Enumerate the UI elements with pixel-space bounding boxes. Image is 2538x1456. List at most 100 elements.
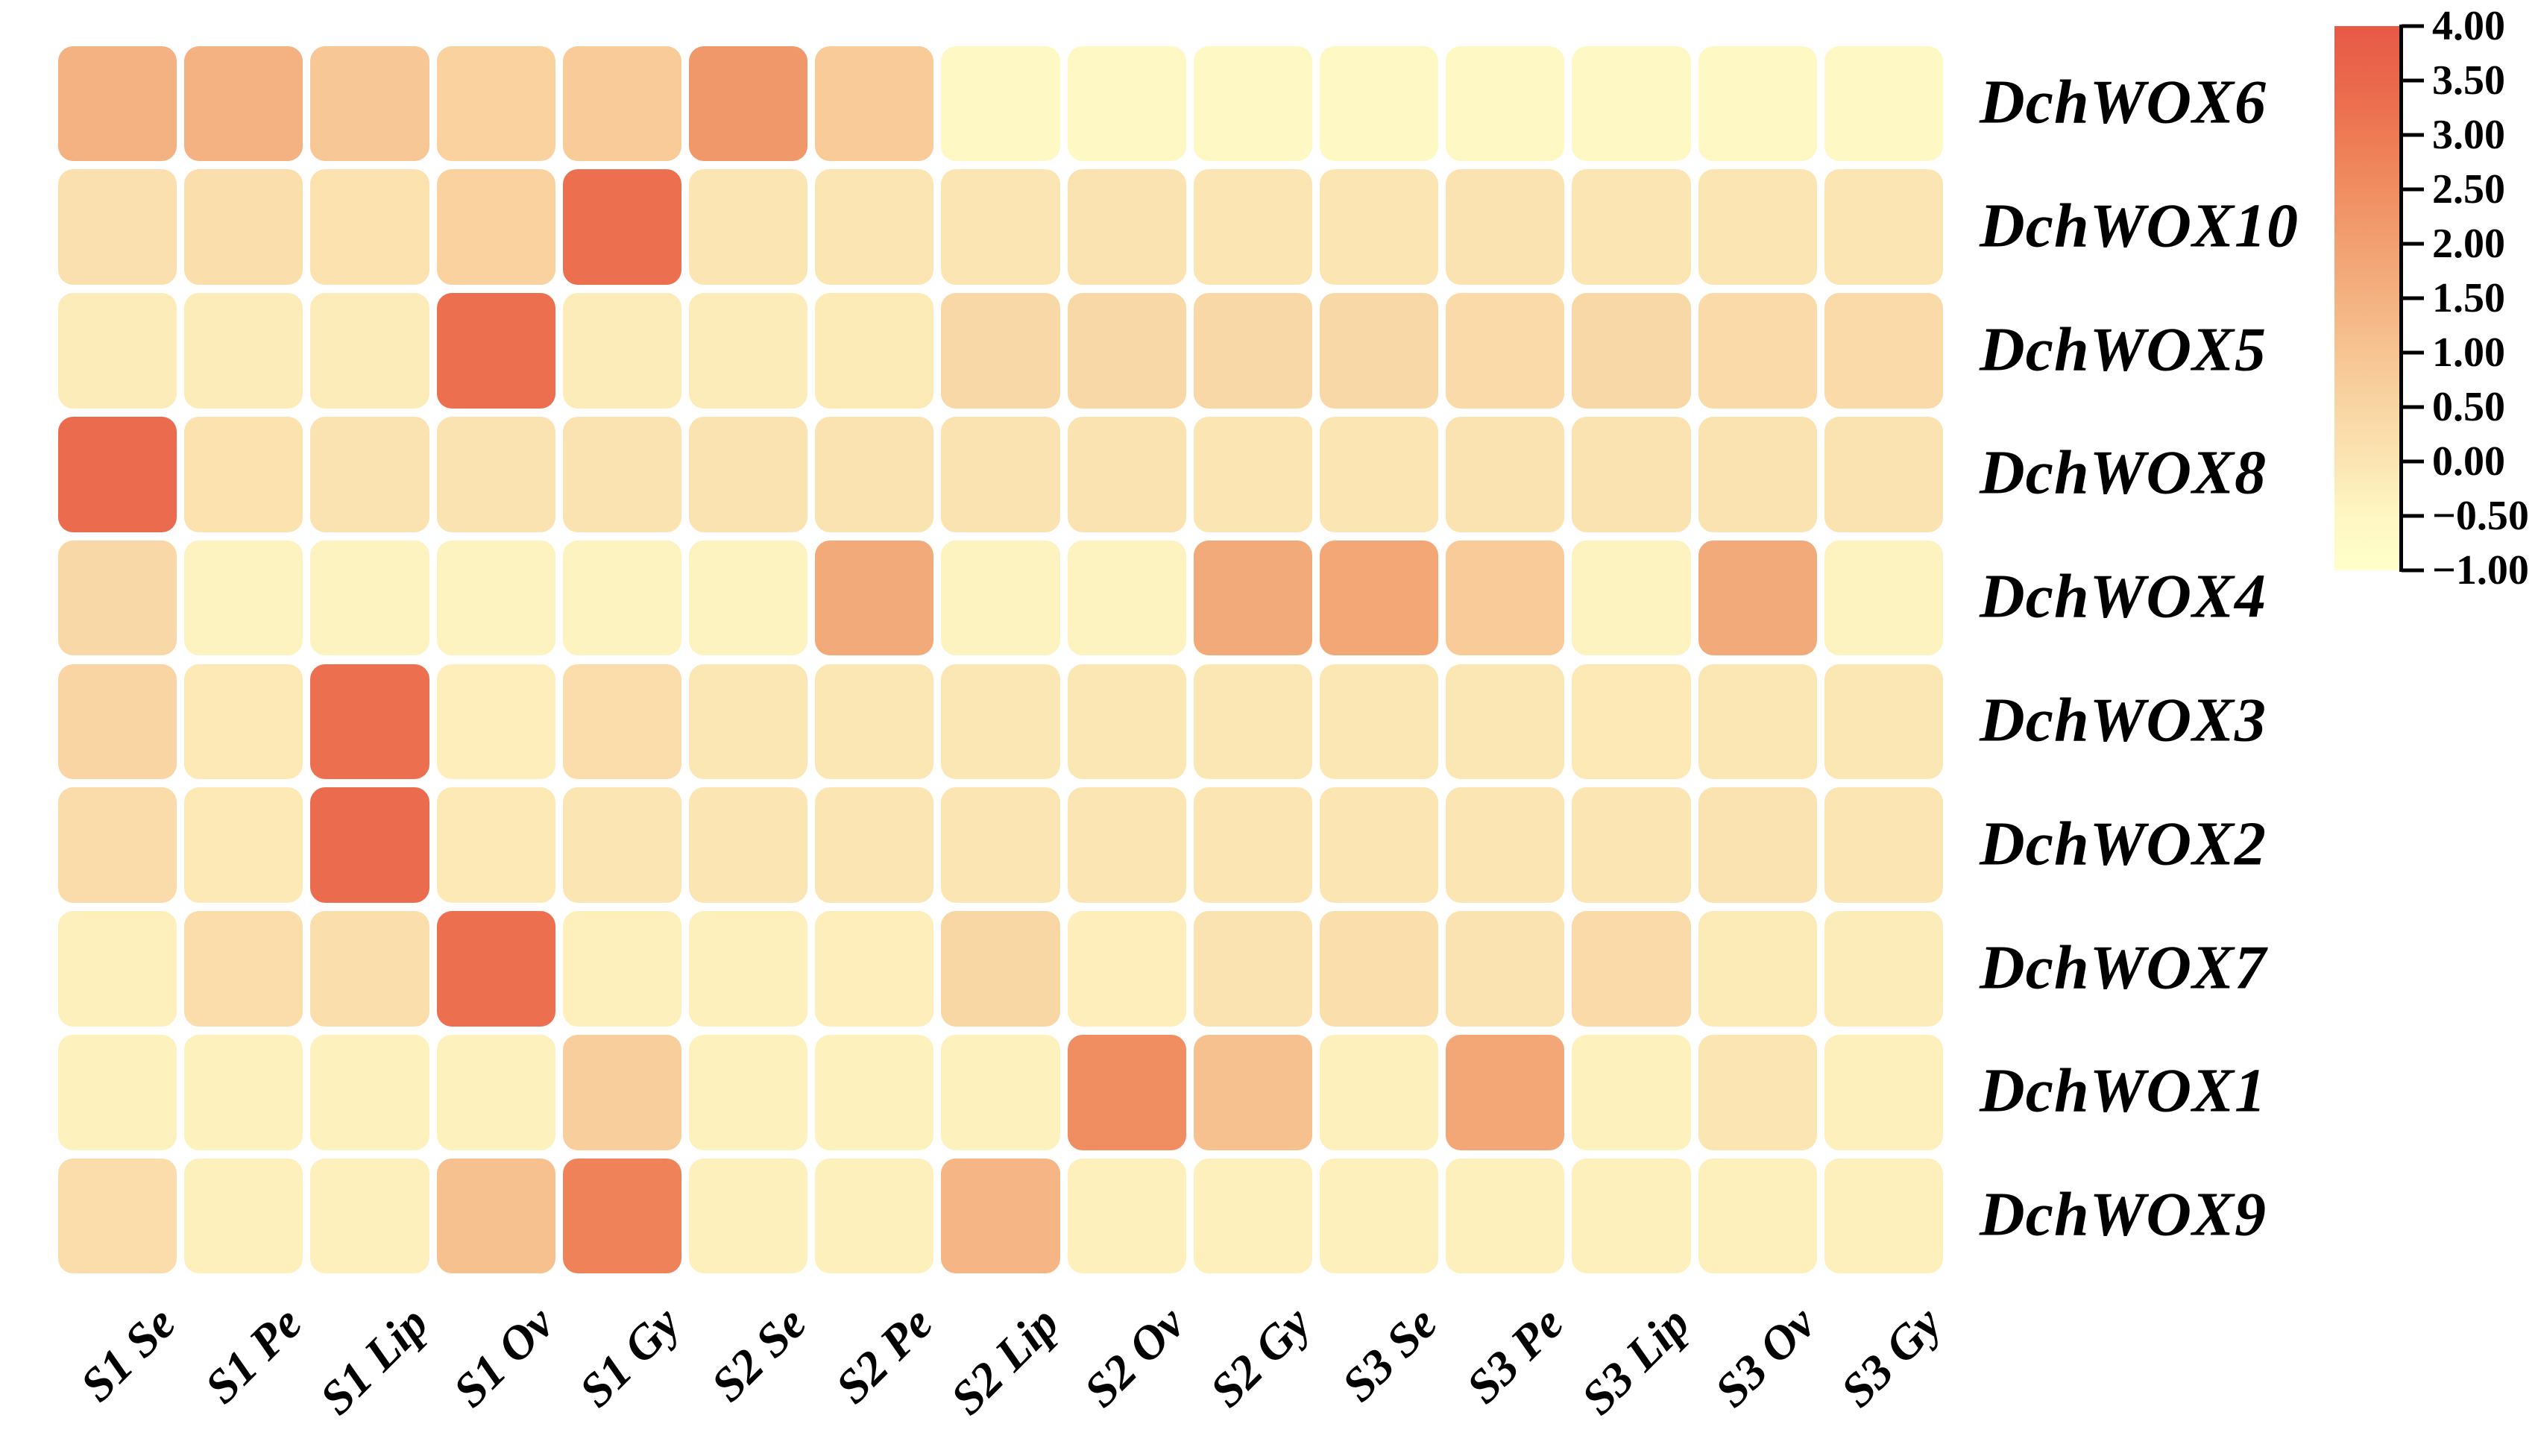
heatmap-cell [184, 664, 303, 780]
colorbar-tick-label: −1.00 [2432, 547, 2529, 593]
x-axis-label: S3 Gy [1830, 1296, 1952, 1417]
heatmap-cell [1320, 293, 1439, 409]
heatmap-cell [1067, 45, 1186, 162]
heatmap-cell [815, 45, 934, 162]
heatmap-cell [1193, 293, 1312, 409]
heatmap-cell [815, 664, 934, 780]
heatmap-cell [436, 664, 555, 780]
colorbar-tick [2402, 459, 2424, 464]
heatmap-cell [689, 664, 808, 780]
x-axis-label: S2 Gy [1200, 1296, 1321, 1417]
heatmap-cell [1320, 1158, 1439, 1274]
heatmap-cell [1446, 540, 1565, 656]
colorbar-tick [2402, 514, 2424, 518]
heatmap-cell [436, 1158, 555, 1274]
row-label: DchWOX6 [1980, 67, 2267, 137]
heatmap-cell [1446, 911, 1565, 1027]
heatmap-cell [1193, 787, 1312, 904]
heatmap-cell [1320, 911, 1439, 1027]
heatmap-cell [1067, 1158, 1186, 1274]
colorbar-tick [2402, 568, 2424, 573]
heatmap-cell [310, 169, 429, 286]
heatmap-cell [58, 45, 177, 162]
heatmap-cell [815, 416, 934, 532]
heatmap-cell [1572, 1158, 1691, 1274]
heatmap-cell [310, 416, 429, 532]
colorbar-tick [2402, 78, 2424, 83]
heatmap-cell [184, 787, 303, 904]
heatmap-cell [562, 540, 681, 656]
heatmap-cell [1572, 540, 1691, 656]
heatmap-cell [815, 1034, 934, 1150]
heatmap-cell [1193, 664, 1312, 780]
heatmap-cell [562, 1158, 681, 1274]
heatmap-cell [562, 664, 681, 780]
heatmap-cell [1824, 540, 1943, 656]
row-label: DchWOX9 [1980, 1179, 2267, 1249]
heatmap-cell [562, 787, 681, 904]
heatmap-cell [310, 1158, 429, 1274]
colorbar-tick-label: 1.00 [2432, 330, 2505, 376]
heatmap-cell [1698, 293, 1817, 409]
heatmap-cell [184, 169, 303, 286]
x-axis-label: S1 Se [69, 1296, 186, 1412]
x-axis-label: S1 Gy [569, 1296, 690, 1417]
heatmap-cell [815, 1158, 934, 1274]
colorbar-tick [2402, 405, 2424, 409]
colorbar-tick [2402, 187, 2424, 192]
heatmap-cell [1320, 45, 1439, 162]
heatmap-cell [689, 911, 808, 1027]
colorbar-tick-label: −0.50 [2432, 493, 2529, 539]
heatmap-cell [1572, 1034, 1691, 1150]
heatmap-cell [436, 787, 555, 904]
heatmap-cell [1320, 169, 1439, 286]
heatmap-cell [1067, 664, 1186, 780]
heatmap-cell [1698, 787, 1817, 904]
heatmap-cell [941, 293, 1060, 409]
heatmap-cell [689, 169, 808, 286]
heatmap-cell [436, 911, 555, 1027]
heatmap-cell [1572, 664, 1691, 780]
heatmap-cell [58, 664, 177, 780]
colorbar: 4.00 3.50 3.00 2.50 2.00 1.50 1.00 0.50 0.00 −0.5… [2334, 3, 2529, 593]
heatmap-cell [1446, 1158, 1565, 1274]
x-axis-label: S2 Se [700, 1296, 816, 1412]
heatmap-cell [1698, 664, 1817, 780]
heatmap-cell [941, 416, 1060, 532]
heatmap-cell [436, 45, 555, 162]
heatmap-cell [1698, 1034, 1817, 1150]
heatmap-cell [941, 787, 1060, 904]
heatmap-cell [689, 1158, 808, 1274]
heatmap-cell [1824, 416, 1943, 532]
heatmap-cell [1572, 911, 1691, 1027]
heatmap-cell [310, 1034, 429, 1150]
heatmap-cell [562, 169, 681, 286]
heatmap-cell [58, 1158, 177, 1274]
heatmap-cell [436, 416, 555, 532]
heatmap-cell [310, 664, 429, 780]
row-label: DchWOX5 [1980, 315, 2267, 385]
heatmap-cell [58, 169, 177, 286]
heatmap-cell [1320, 1034, 1439, 1150]
heatmap-cell [58, 540, 177, 656]
heatmap-cell [941, 911, 1060, 1027]
heatmap-cell [941, 1158, 1060, 1274]
heatmap-cell [58, 787, 177, 904]
colorbar-tick-label: 2.00 [2432, 221, 2505, 267]
heatmap-cell [436, 540, 555, 656]
heatmap-cell [562, 1034, 681, 1150]
colorbar-tick [2402, 242, 2424, 246]
heatmap-cell [310, 911, 429, 1027]
x-axis-label: S2 Lip [939, 1296, 1068, 1425]
heatmap-cell [1320, 787, 1439, 904]
heatmap-cell [310, 293, 429, 409]
heatmap-cell [184, 911, 303, 1027]
heatmap-cell [1698, 540, 1817, 656]
colorbar-tick-label: 4.00 [2432, 3, 2505, 49]
heatmap-cell [562, 293, 681, 409]
heatmap-cell [1320, 540, 1439, 656]
heatmap-cell [1698, 911, 1817, 1027]
x-axis-label: S1 Pe [194, 1296, 312, 1414]
heatmap-cell [562, 911, 681, 1027]
